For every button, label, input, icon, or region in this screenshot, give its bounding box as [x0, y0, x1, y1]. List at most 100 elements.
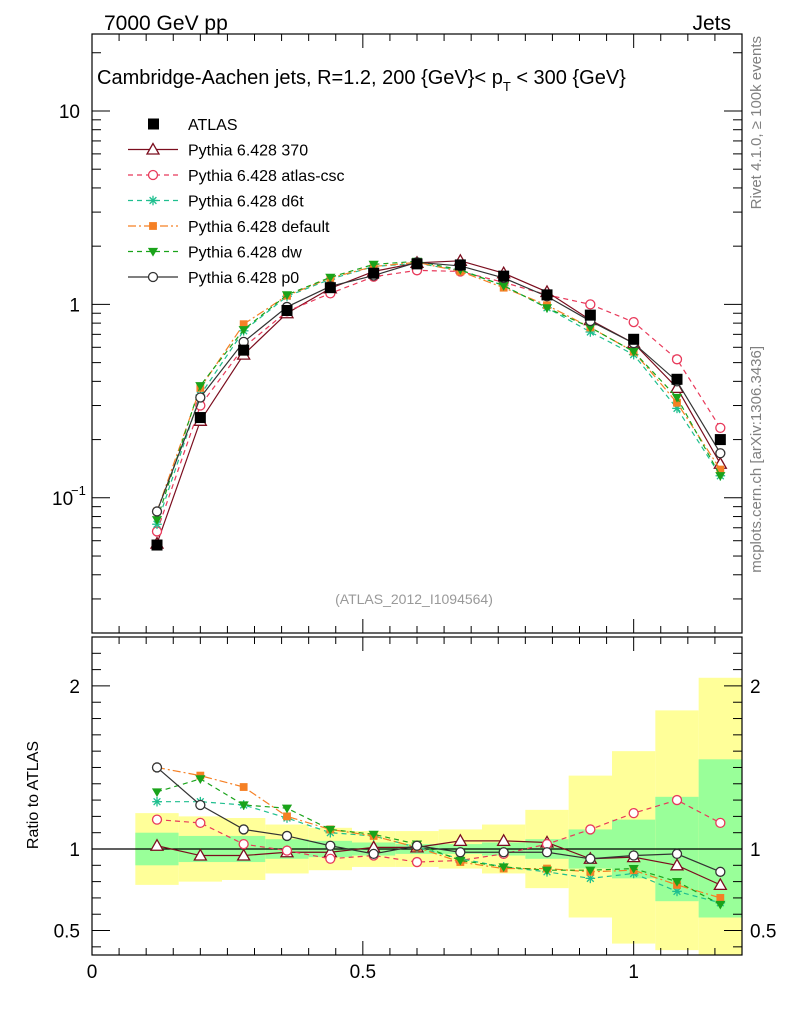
series-marker: [585, 853, 596, 864]
series-marker: [541, 866, 553, 876]
series-marker: [238, 824, 249, 835]
series-marker: [628, 864, 639, 874]
series-marker: [585, 866, 596, 876]
series-marker: [496, 833, 511, 846]
series-marker: [238, 838, 249, 850]
series-marker: [453, 833, 468, 846]
series-marker: [325, 840, 336, 851]
series-marker: [151, 788, 163, 798]
series-marker: [325, 825, 336, 835]
data-point: [368, 267, 380, 279]
series-marker: [149, 222, 157, 230]
series-marker: [715, 472, 726, 481]
header-right: Jets: [692, 12, 731, 35]
series-marker: [585, 299, 596, 310]
rivet-label: Rivet 4.1.0, ≥ 100k events: [748, 36, 765, 209]
series-line: [156, 260, 721, 520]
y-tick-label: 10: [59, 102, 80, 123]
series-marker: [628, 348, 639, 357]
series-marker: [715, 900, 726, 910]
legend-entry: Pythia 6.428 370: [128, 142, 308, 160]
series-marker: [628, 850, 639, 861]
ratio-y-tick-label-right: 1: [750, 840, 761, 861]
series-marker: [671, 848, 683, 860]
series-marker: [325, 853, 336, 864]
y-tick-label: 10: [52, 489, 73, 510]
series-marker: [151, 506, 163, 517]
series-marker: [585, 824, 596, 835]
x-tick-label: 0: [87, 962, 98, 983]
series-marker: [715, 866, 726, 877]
legend-entry-data: ATLAS: [148, 117, 238, 134]
series-marker: [673, 398, 681, 407]
series-line: [156, 261, 721, 512]
data-point: [194, 412, 206, 424]
chart-title: Cambridge-Aachen jets, R=1.2, 200 {GeV}<…: [97, 67, 626, 94]
data-point: [671, 373, 683, 385]
data-point: [454, 259, 466, 271]
legend-marker: [148, 118, 159, 130]
series-marker: [147, 271, 159, 283]
series-marker: [368, 848, 379, 860]
series-marker: [715, 817, 726, 829]
series-marker: [671, 794, 683, 806]
series-line: [156, 269, 721, 532]
legend-label: Pythia 6.428 dw: [188, 245, 302, 262]
ratio-y-tick-label: 2: [69, 677, 80, 698]
series-marker: [498, 863, 509, 873]
series-marker: [281, 845, 293, 856]
header-left: 7000 GeV pp: [104, 12, 228, 35]
series-marker: [149, 838, 165, 851]
ratio-y-tick-label: 1: [69, 840, 80, 861]
x-tick-label: 0.5: [350, 962, 376, 983]
legend-entry: Pythia 6.428 default: [128, 219, 330, 236]
series-marker: [672, 886, 682, 897]
series-marker: [669, 857, 685, 871]
series-marker: [715, 422, 726, 433]
series-marker: [147, 247, 159, 257]
series-marker: [455, 847, 466, 858]
series-marker: [541, 847, 553, 858]
series-marker: [239, 783, 248, 791]
data-point: [628, 333, 640, 345]
series-marker: [455, 856, 466, 866]
series-marker: [151, 762, 163, 773]
y-tick-exponent: −1: [71, 483, 86, 498]
legend-label: Pythia 6.428 default: [188, 219, 330, 236]
uncertainty-band-green: [698, 759, 742, 918]
series-marker-stroke: [153, 797, 161, 806]
y-tick-label: 1: [69, 295, 80, 316]
legend-entry: Pythia 6.428 d6t: [128, 194, 304, 211]
series-marker: [715, 448, 726, 459]
series-marker: [411, 856, 423, 868]
series-marker: [498, 847, 509, 858]
legend-label: ATLAS: [188, 117, 238, 134]
series-marker: [152, 796, 162, 807]
data-point: [238, 344, 250, 356]
ratio-series-line: [156, 799, 721, 863]
series-marker-stroke: [149, 196, 157, 205]
legend-label: Pythia 6.428 d6t: [188, 194, 304, 211]
series-marker-stroke: [673, 887, 681, 896]
data-point: [714, 434, 726, 446]
series-marker-stroke: [586, 874, 595, 883]
series-marker: [368, 260, 379, 270]
series-marker: [585, 323, 596, 333]
ratio-series-line: [156, 840, 721, 886]
ratio-series-line: [156, 766, 721, 899]
series-marker: [148, 195, 158, 206]
series-line: [156, 261, 721, 512]
series-marker: [195, 817, 206, 829]
series-marker: [713, 877, 728, 891]
series-marker: [368, 830, 379, 840]
series-marker: [238, 801, 249, 811]
series-marker: [541, 304, 553, 313]
analysis-id: (ATLAS_2012_I1094564): [335, 591, 493, 607]
series-marker: [671, 878, 683, 887]
series-marker: [145, 142, 161, 155]
series-marker: [193, 848, 208, 861]
ratio-series-line: [156, 767, 721, 873]
series-marker: [236, 848, 251, 861]
legend-label: Pythia 6.428 370: [188, 143, 308, 160]
